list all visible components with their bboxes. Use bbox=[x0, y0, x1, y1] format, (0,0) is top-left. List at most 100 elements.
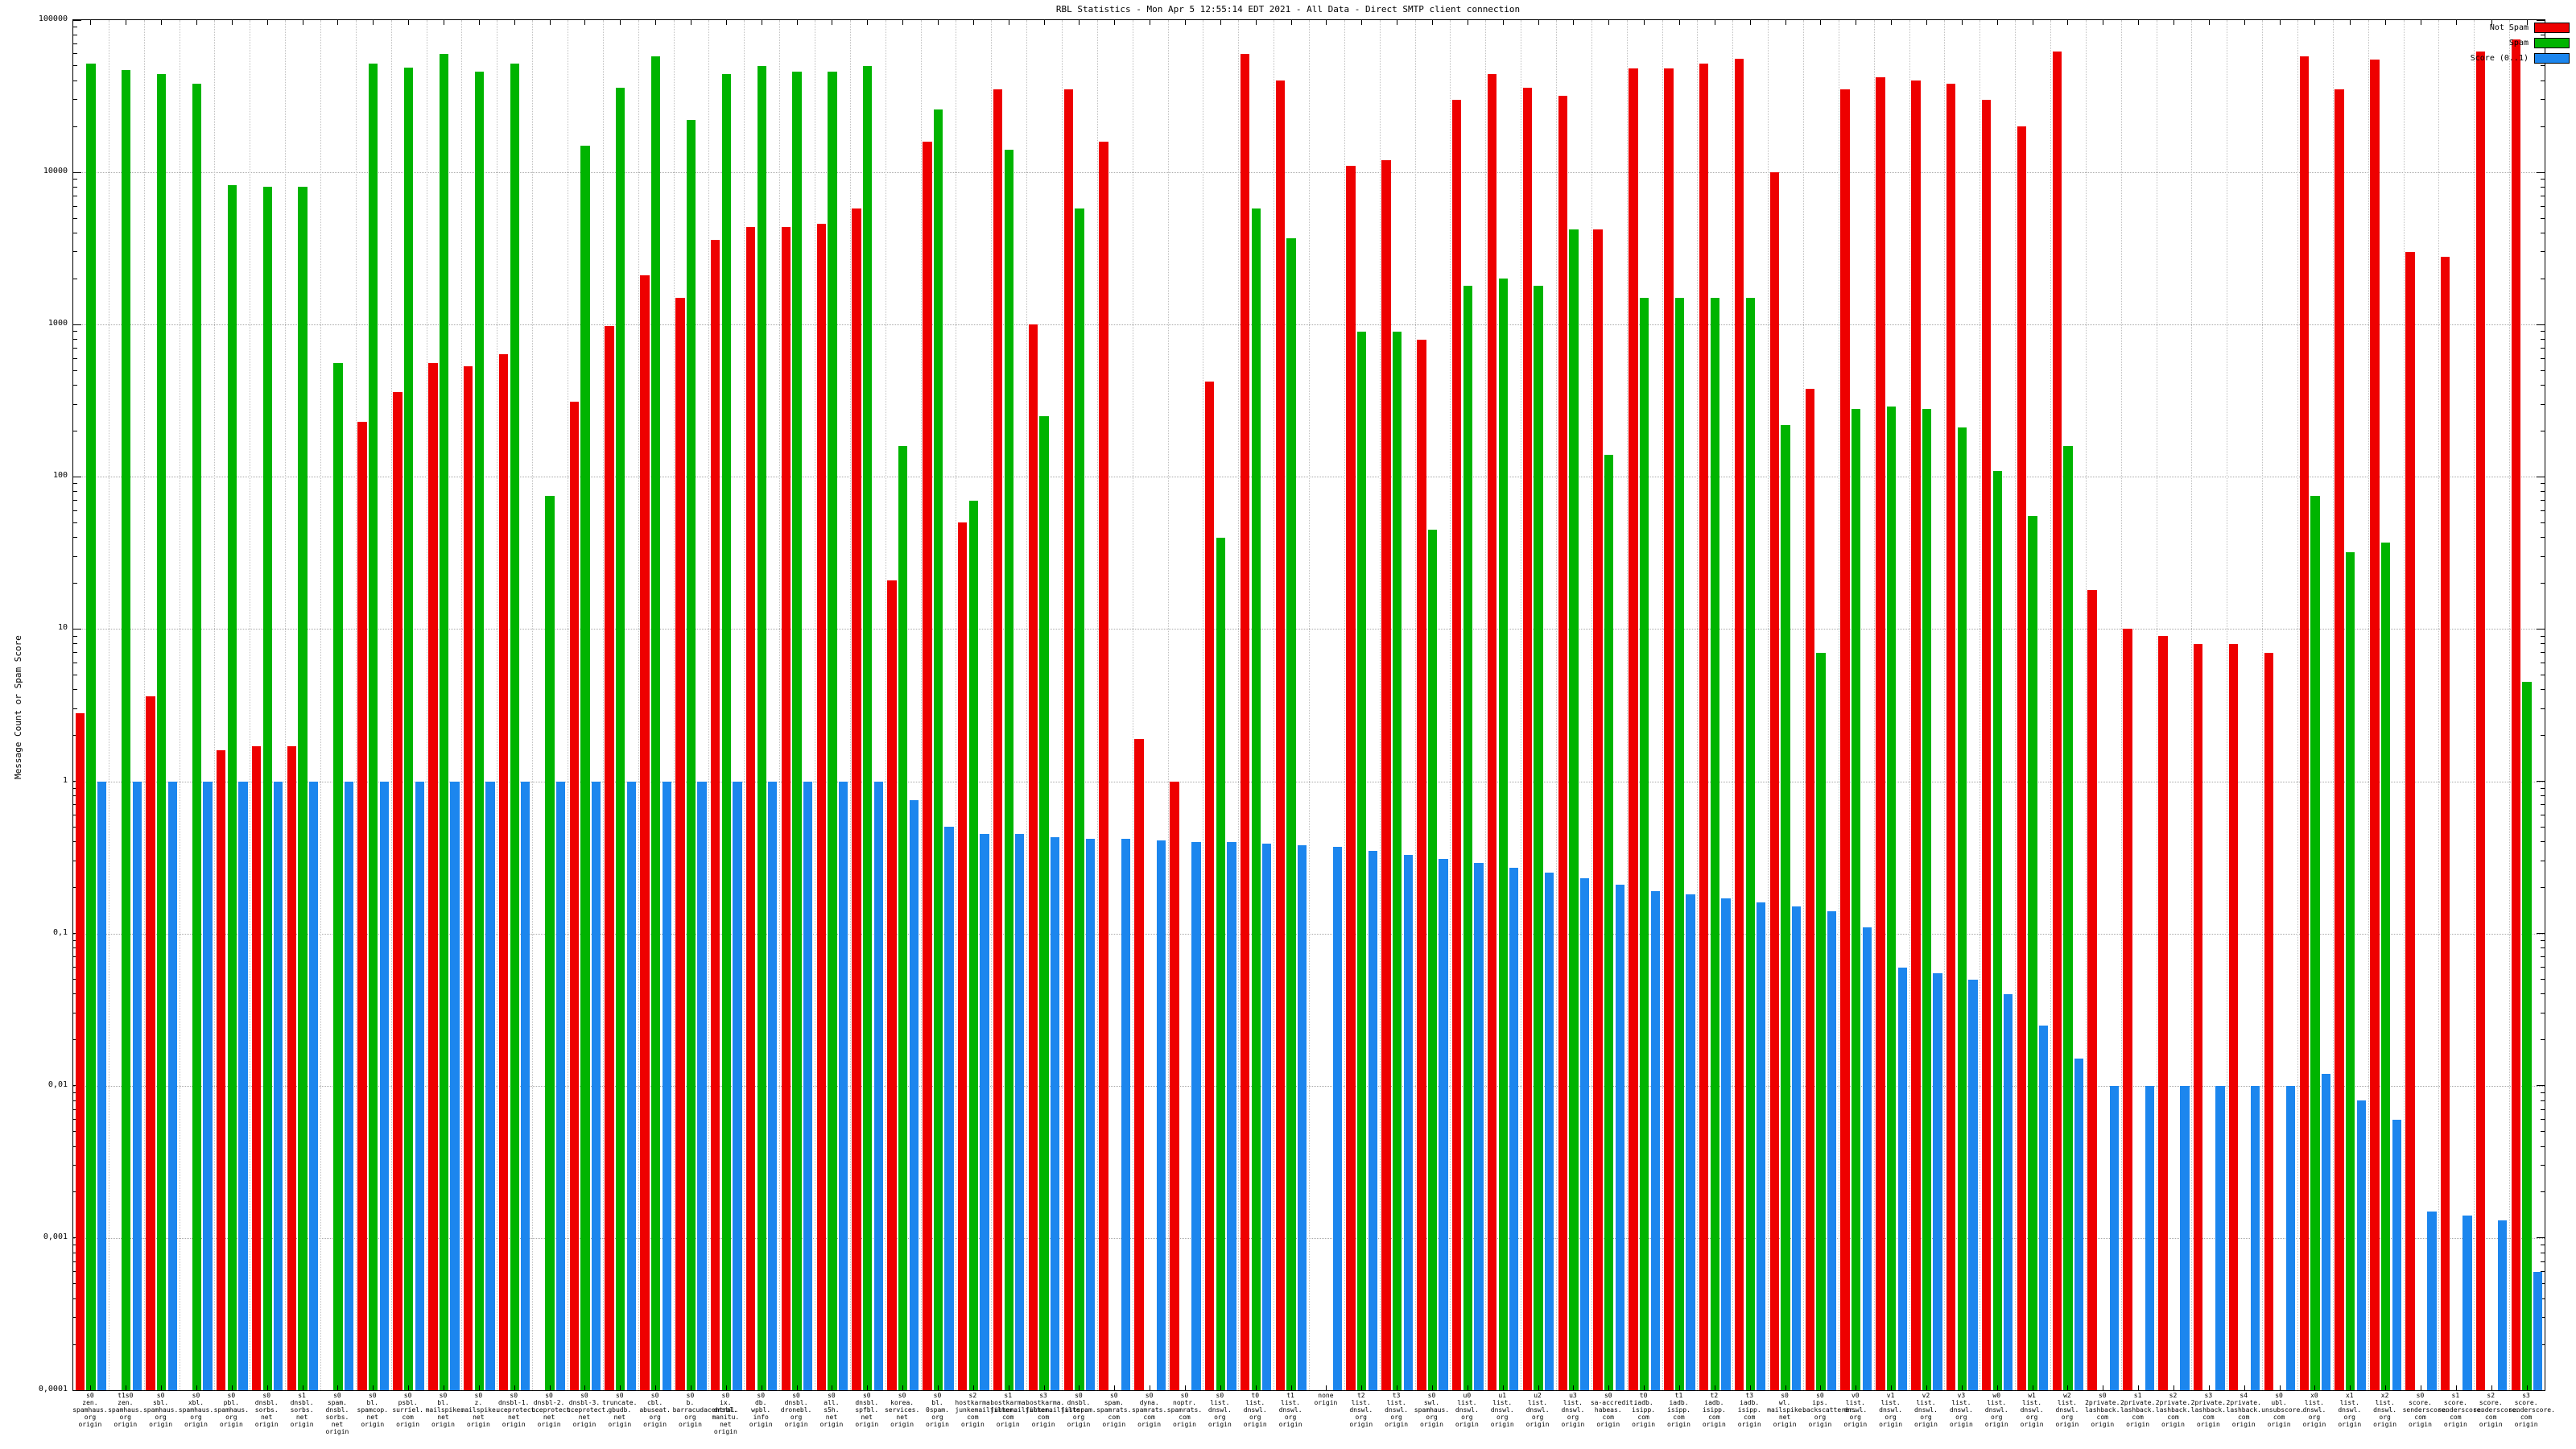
x-category-label-line: org bbox=[2343, 1414, 2355, 1421]
x-category-label-line: dnsbl. bbox=[1067, 1399, 1091, 1406]
bar-spam bbox=[1251, 208, 1261, 1390]
x-category-label-line: org bbox=[1531, 1414, 1544, 1421]
bar-score bbox=[2533, 1271, 2543, 1390]
y-minor-tick bbox=[73, 689, 77, 691]
x-category-label-line: score. bbox=[2443, 1399, 2467, 1406]
bar-spam bbox=[545, 495, 555, 1390]
x-tick bbox=[478, 1385, 480, 1390]
x-category-label: s0 psbl. surriel. com origin bbox=[390, 1392, 426, 1428]
x-category-label-line: lashback. bbox=[2085, 1406, 2120, 1414]
x-category-label: s1 score. senderscore. com origin bbox=[2438, 1392, 2485, 1428]
bar-score bbox=[2180, 1085, 2190, 1390]
x-category-label-line: origin bbox=[1561, 1421, 1585, 1428]
x-tick bbox=[2208, 1385, 2210, 1390]
x-category-label-line: list. bbox=[1951, 1399, 1971, 1406]
y-minor-tick bbox=[73, 1261, 77, 1262]
bar-spam bbox=[192, 84, 202, 1390]
x-category-label-line: dnswl. bbox=[1561, 1406, 1585, 1414]
legend-label-spam: Spam bbox=[2508, 39, 2529, 47]
x-category-label-line: origin bbox=[2020, 1421, 2044, 1428]
bar-spam bbox=[1357, 331, 1367, 1390]
x-category-label-line: origin bbox=[1208, 1421, 1232, 1428]
x-category-label: s0 swl. spamhaus. org origin bbox=[1414, 1392, 1450, 1428]
x-category-label: u0 list. dnswl. org origin bbox=[1449, 1392, 1484, 1428]
bar-score bbox=[1439, 858, 1448, 1390]
x-tick bbox=[1538, 1385, 1539, 1390]
x-category-label-line: hostkarma. bbox=[955, 1399, 994, 1406]
bar-not-spam bbox=[498, 353, 509, 1390]
x-category-label-line: dnswl. bbox=[1879, 1406, 1903, 1414]
y-minor-tick bbox=[73, 1108, 77, 1110]
v-gridline bbox=[143, 20, 145, 1390]
v-gridline bbox=[1096, 20, 1098, 1390]
x-category-label-line: origin bbox=[1031, 1421, 1055, 1428]
x-category-label-line: senderscore. bbox=[2438, 1406, 2485, 1414]
y-minor-tick bbox=[2541, 804, 2545, 806]
bar-spam bbox=[1392, 331, 1402, 1390]
x-tick bbox=[902, 1385, 904, 1390]
bar-score bbox=[2145, 1085, 2154, 1390]
x-tick bbox=[2279, 1385, 2281, 1390]
y-minor-tick bbox=[2541, 384, 2545, 386]
bar-spam bbox=[333, 362, 343, 1390]
x-category-label-line: list. bbox=[1845, 1399, 1865, 1406]
y-minor-tick bbox=[73, 369, 77, 371]
x-category-label-line: dnsbl. bbox=[713, 1406, 737, 1414]
y-minor-tick bbox=[73, 483, 77, 485]
x-tick-top bbox=[1185, 20, 1186, 25]
x-tick-top bbox=[266, 20, 268, 25]
x-category-label-line: t3 bbox=[1392, 1392, 1401, 1399]
y-minor-tick bbox=[73, 826, 77, 828]
x-category-label-line: dnsbl. bbox=[325, 1406, 349, 1414]
x-category-label-line: v1 bbox=[1886, 1392, 1895, 1399]
y-minor-tick bbox=[2541, 1146, 2545, 1147]
x-category-label-line: s5h. bbox=[824, 1406, 840, 1414]
x-tick bbox=[1785, 1385, 1786, 1390]
bar-not-spam bbox=[569, 402, 580, 1390]
bar-score bbox=[2251, 1085, 2260, 1390]
x-category-label-line: s0 bbox=[474, 1392, 483, 1399]
x-tick-top bbox=[2526, 20, 2528, 25]
x-category-label-line: u3 bbox=[1569, 1392, 1577, 1399]
x-category-label-line: origin bbox=[572, 1421, 597, 1428]
bar-spam bbox=[1992, 470, 2002, 1390]
x-category-label-line: habeas. bbox=[1594, 1406, 1622, 1414]
bar-score bbox=[1191, 841, 1201, 1390]
x-category-label-line: origin bbox=[502, 1421, 526, 1428]
x-category-label-line: origin bbox=[396, 1421, 420, 1428]
x-tick-top bbox=[902, 20, 904, 25]
bar-not-spam bbox=[2264, 652, 2274, 1390]
x-category-label: w2 list. dnswl. org origin bbox=[2050, 1392, 2085, 1428]
legend-item-not-spam: Not Spam bbox=[2490, 23, 2570, 33]
x-category-label-line: isipp. bbox=[1702, 1406, 1726, 1414]
bar-spam bbox=[1604, 454, 1614, 1390]
x-category-label-line: dnswl. bbox=[1843, 1406, 1868, 1414]
x-tick-top bbox=[796, 20, 798, 25]
bar-spam bbox=[1463, 285, 1473, 1390]
y-minor-tick bbox=[73, 1119, 77, 1121]
x-category-label-line: s0 bbox=[792, 1392, 800, 1399]
x-category-label-line: com bbox=[1602, 1414, 1614, 1421]
bar-not-spam bbox=[1593, 229, 1603, 1390]
y-minor-tick bbox=[73, 887, 77, 889]
bar-not-spam bbox=[605, 325, 614, 1390]
x-category-label-line: spfbl. bbox=[855, 1406, 879, 1414]
y-minor-tick bbox=[2541, 1108, 2545, 1110]
x-category-label-line: net bbox=[295, 1414, 308, 1421]
x-tick-top bbox=[725, 20, 727, 25]
x-tick bbox=[1079, 1385, 1080, 1390]
x-category-label-line: unsubscore. bbox=[2261, 1406, 2305, 1414]
x-category-label-line: com bbox=[1743, 1414, 1756, 1421]
x-category-label-line: com bbox=[1143, 1414, 1155, 1421]
bar-score bbox=[344, 781, 354, 1390]
x-category-label-line: com bbox=[967, 1414, 979, 1421]
bar-score bbox=[1121, 838, 1131, 1390]
bar-not-spam bbox=[640, 275, 650, 1390]
x-tick-top bbox=[2138, 20, 2140, 25]
x-category-label-line: b. bbox=[686, 1399, 695, 1406]
x-category-label-line: origin bbox=[2161, 1421, 2185, 1428]
x-category-label-line: origin bbox=[2267, 1421, 2291, 1428]
bar-spam bbox=[1534, 285, 1543, 1390]
bar-spam bbox=[933, 109, 943, 1390]
x-category-label-line: lashback. bbox=[2120, 1406, 2156, 1414]
